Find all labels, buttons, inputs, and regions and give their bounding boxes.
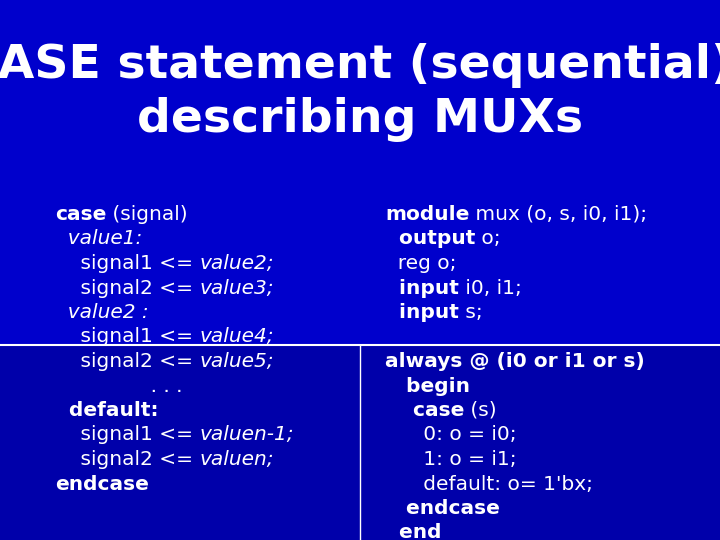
Text: end: end xyxy=(385,523,441,540)
Text: mux (o, s, i0, i1);: mux (o, s, i0, i1); xyxy=(469,205,647,224)
Text: begin: begin xyxy=(385,376,470,395)
Text: signal2 <=: signal2 <= xyxy=(55,352,199,371)
Text: signal1 <=: signal1 <= xyxy=(55,254,199,273)
Text: endcase: endcase xyxy=(385,499,500,518)
Text: value3;: value3; xyxy=(199,279,274,298)
Text: case: case xyxy=(55,205,107,224)
Text: 0: o = i0;: 0: o = i0; xyxy=(385,426,517,444)
Bar xyxy=(0,0,720,345)
Text: signal2 <=: signal2 <= xyxy=(55,450,199,469)
Text: i0, i1;: i0, i1; xyxy=(459,279,522,298)
Text: value2;: value2; xyxy=(199,254,274,273)
Text: valuen-1;: valuen-1; xyxy=(199,426,294,444)
Text: input: input xyxy=(385,303,459,322)
Text: o;: o; xyxy=(475,230,501,248)
Text: signal2 <=: signal2 <= xyxy=(55,279,199,298)
Text: input: input xyxy=(385,279,459,298)
Text: default:: default: xyxy=(55,401,158,420)
Text: (s): (s) xyxy=(464,401,497,420)
Text: 1: o = i1;: 1: o = i1; xyxy=(385,450,517,469)
Text: value4;: value4; xyxy=(199,327,274,347)
Text: output: output xyxy=(385,230,475,248)
Text: CASE statement (sequential)–: CASE statement (sequential)– xyxy=(0,43,720,87)
Text: value2 :: value2 : xyxy=(55,303,148,322)
Text: module: module xyxy=(385,205,469,224)
Text: value1:: value1: xyxy=(55,230,143,248)
Text: . . .: . . . xyxy=(55,376,182,395)
Text: case: case xyxy=(385,401,464,420)
Text: value5;: value5; xyxy=(199,352,274,371)
Text: reg o;: reg o; xyxy=(385,254,456,273)
Text: s;: s; xyxy=(459,303,482,322)
Text: always @ (i0 or i1 or s): always @ (i0 or i1 or s) xyxy=(385,352,644,371)
Text: default: o= 1'bx;: default: o= 1'bx; xyxy=(385,475,593,494)
Text: valuen;: valuen; xyxy=(199,450,274,469)
Text: describing MUXs: describing MUXs xyxy=(137,98,583,143)
Text: (signal): (signal) xyxy=(107,205,188,224)
Text: signal1 <=: signal1 <= xyxy=(55,327,199,347)
Text: endcase: endcase xyxy=(55,475,149,494)
Text: signal1 <=: signal1 <= xyxy=(55,426,199,444)
